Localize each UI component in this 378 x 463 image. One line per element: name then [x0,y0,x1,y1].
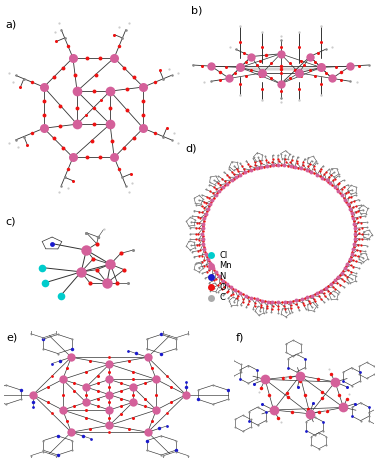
Text: c): c) [6,216,16,226]
Text: d): d) [185,143,197,153]
Text: O: O [219,283,226,292]
Text: a): a) [6,19,17,30]
Text: N: N [219,272,226,281]
Text: C: C [219,294,225,302]
Text: Mn: Mn [219,262,232,270]
Text: e): e) [6,332,17,342]
Text: Cl: Cl [219,251,228,260]
Text: f): f) [236,332,244,342]
Text: b): b) [191,6,202,16]
